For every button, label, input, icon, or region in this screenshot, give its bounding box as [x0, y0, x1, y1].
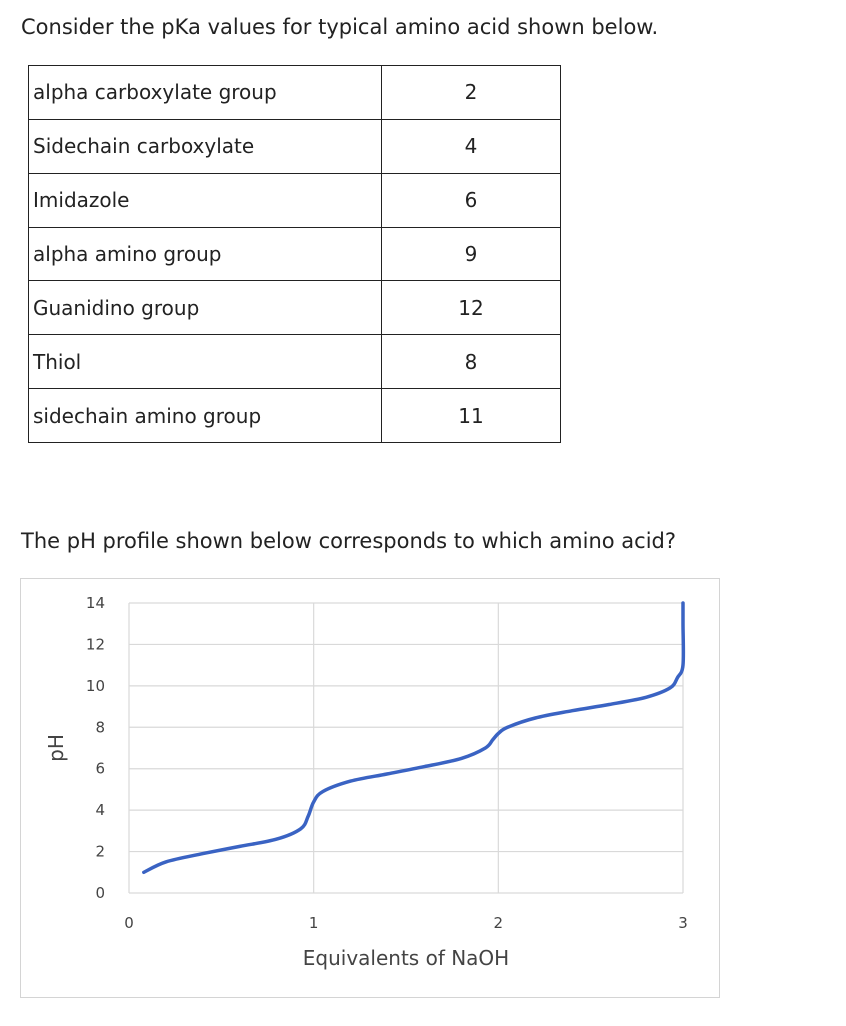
- group-name-cell: Sidechain carboxylate: [28, 118, 382, 174]
- pka-value-cell: 12: [381, 280, 561, 336]
- x-tick-label: 0: [124, 914, 134, 932]
- group-name-cell: Guanidino group: [28, 280, 382, 336]
- group-name-cell: sidechain amino group: [28, 388, 382, 443]
- group-name-cell: Imidazole: [28, 172, 382, 228]
- table-row: sidechain amino group 11: [28, 388, 561, 443]
- x-tick-label: 3: [678, 914, 688, 932]
- pka-value-cell: 2: [381, 65, 561, 120]
- intro-text: Consider the pKa values for typical amin…: [21, 15, 659, 39]
- y-tick-label: 14: [86, 594, 105, 612]
- x-axis-title: Equivalents of NaOH: [303, 946, 509, 970]
- y-axis-title: pH: [44, 734, 68, 762]
- pka-value-cell: 8: [381, 334, 561, 390]
- y-tick-label: 6: [95, 760, 105, 778]
- y-tick-label: 4: [95, 801, 105, 819]
- grid-lines: [128, 602, 684, 894]
- pka-value-cell: 11: [381, 388, 561, 443]
- group-name-cell: Thiol: [28, 334, 382, 390]
- table-row: Sidechain carboxylate 4: [28, 118, 561, 174]
- x-tick-label: 1: [309, 914, 319, 932]
- x-tick-label: 2: [494, 914, 504, 932]
- table-row: Guanidino group 12: [28, 280, 561, 336]
- question-text: The pH profile shown below corresponds t…: [21, 529, 677, 553]
- titration-curve: [142, 601, 686, 875]
- y-tick-label: 12: [86, 635, 105, 653]
- group-name-cell: alpha carboxylate group: [28, 65, 382, 120]
- pka-value-cell: 9: [381, 226, 561, 282]
- table-row: alpha carboxylate group 2: [28, 65, 561, 120]
- pka-table: alpha carboxylate group 2 Sidechain carbox…: [28, 65, 561, 443]
- table-row: Thiol 8: [28, 334, 561, 390]
- table-row: alpha amino group 9: [28, 226, 561, 282]
- group-name-cell: alpha amino group: [28, 226, 382, 282]
- y-tick-labels: 0 2 4 6 8 10 12 14: [86, 594, 105, 902]
- y-tick-label: 10: [86, 677, 105, 695]
- y-tick-label: 8: [95, 718, 105, 736]
- y-tick-label: 0: [95, 884, 105, 902]
- pka-value-cell: 6: [381, 172, 561, 228]
- y-tick-label: 2: [95, 843, 105, 861]
- x-tick-labels: 0 1 2 3: [124, 914, 688, 932]
- pka-value-cell: 4: [381, 118, 561, 174]
- table-row: Imidazole 6: [28, 172, 561, 228]
